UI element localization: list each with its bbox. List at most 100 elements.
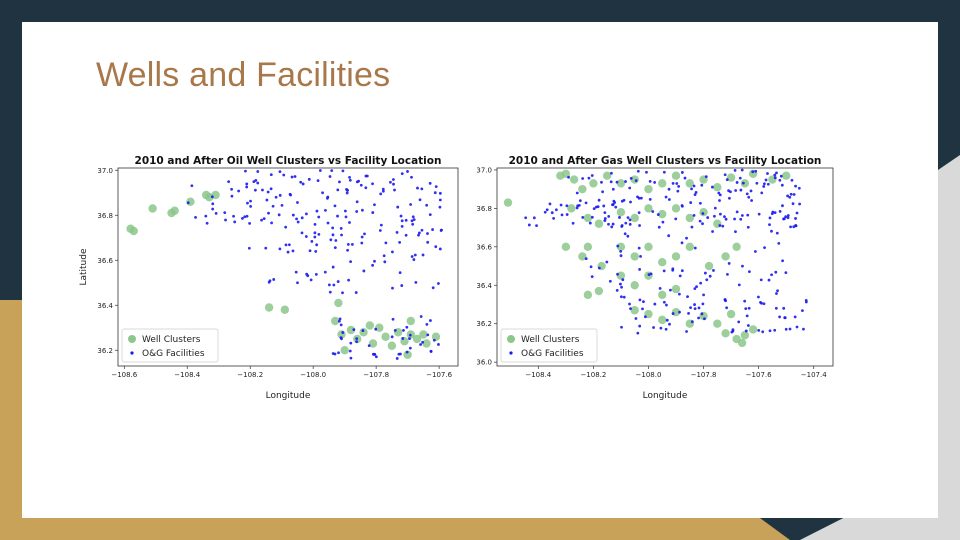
facility-point [667, 234, 671, 238]
facility-point [565, 213, 569, 216]
facility-point [330, 169, 334, 173]
facility-point [404, 233, 408, 237]
facility-point [433, 191, 437, 195]
facility-point [390, 335, 394, 339]
well-cluster-point [737, 338, 747, 348]
facility-point [348, 349, 352, 353]
facility-point [712, 269, 715, 272]
well-cluster-point [630, 213, 639, 223]
facility-point [371, 182, 374, 186]
facility-point [775, 231, 779, 235]
facility-point [395, 357, 399, 360]
facility-point [339, 323, 343, 327]
facility-point [745, 314, 749, 318]
facility-point [689, 306, 692, 310]
facility-point [434, 185, 438, 189]
facility-point [680, 204, 684, 207]
facility-point [690, 187, 693, 191]
facility-point [662, 269, 666, 273]
facility-point [261, 188, 264, 192]
facility-point [622, 198, 626, 202]
facility-point [230, 194, 234, 198]
facility-point [426, 232, 429, 235]
facility-point [775, 171, 778, 175]
well-cluster-point [671, 204, 681, 213]
facility-point [708, 274, 712, 278]
facility-point [550, 211, 554, 215]
well-cluster-point [264, 303, 274, 312]
facility-point [774, 306, 778, 310]
facility-point [671, 181, 675, 185]
facility-point [346, 189, 349, 192]
facility-point [373, 259, 376, 263]
facility-point [746, 213, 750, 217]
facility-point [429, 319, 432, 322]
facility-point [408, 337, 411, 340]
facility-point [418, 198, 422, 202]
facility-point [244, 169, 247, 173]
facility-point [620, 225, 624, 228]
y-tick-label: 36.4 [476, 282, 492, 290]
facility-point [527, 223, 531, 227]
facility-point [262, 217, 266, 221]
well-cluster-point [671, 284, 681, 294]
facility-point [662, 170, 666, 174]
well-cluster-point [331, 316, 340, 326]
facility-point [723, 215, 726, 219]
facility-point [773, 328, 777, 332]
facility-point [629, 200, 632, 204]
facility-point [693, 307, 697, 311]
facility-point [735, 210, 739, 214]
facility-point [339, 336, 343, 340]
facility-point [653, 181, 657, 184]
facility-point [313, 235, 317, 239]
facility-point [760, 301, 763, 305]
well-cluster-point [671, 252, 681, 261]
facility-point [761, 330, 765, 334]
facility-point [328, 290, 332, 294]
facility-point [713, 214, 716, 218]
facility-point [751, 170, 755, 174]
facility-point [686, 295, 689, 299]
facility-point [337, 319, 341, 323]
facility-point [603, 217, 607, 220]
well-cluster-point [630, 281, 639, 290]
facility-point [607, 214, 611, 218]
facility-point [306, 274, 310, 278]
facility-point [594, 205, 598, 209]
facility-point [740, 168, 744, 172]
facility-point [605, 260, 609, 264]
facility-point [420, 187, 424, 191]
y-tick-label: 37.0 [97, 167, 113, 175]
facility-point [554, 208, 558, 212]
well-cluster-point [406, 316, 415, 326]
facility-point [622, 295, 626, 299]
facility-point [410, 175, 413, 179]
well-cluster-point [685, 242, 694, 252]
well-cluster-point [375, 323, 384, 332]
well-cluster-point [671, 171, 681, 180]
facility-point [713, 206, 717, 210]
well-cluster-point [658, 315, 667, 325]
well-cluster-point [129, 226, 138, 236]
facility-point [626, 216, 630, 220]
facility-point [676, 189, 680, 193]
facility-point [578, 199, 582, 203]
oil-chart: 2010 and After Oil Well Clusters vs Faci… [79, 155, 459, 401]
well-cluster-point [740, 179, 750, 188]
facility-point [532, 216, 536, 220]
facility-point [331, 352, 335, 355]
facility-point [775, 292, 778, 295]
facility-point [600, 180, 603, 184]
facility-point [256, 170, 260, 173]
facility-point [620, 325, 623, 329]
facility-point [619, 295, 623, 299]
facility-point [270, 221, 274, 225]
facility-point [789, 192, 793, 196]
facility-point [316, 179, 320, 183]
facility-point [780, 183, 784, 187]
oil-x-axis-label: Longitude [266, 391, 311, 401]
facility-point [429, 350, 433, 353]
facility-point [642, 300, 645, 304]
facility-point [652, 326, 655, 329]
